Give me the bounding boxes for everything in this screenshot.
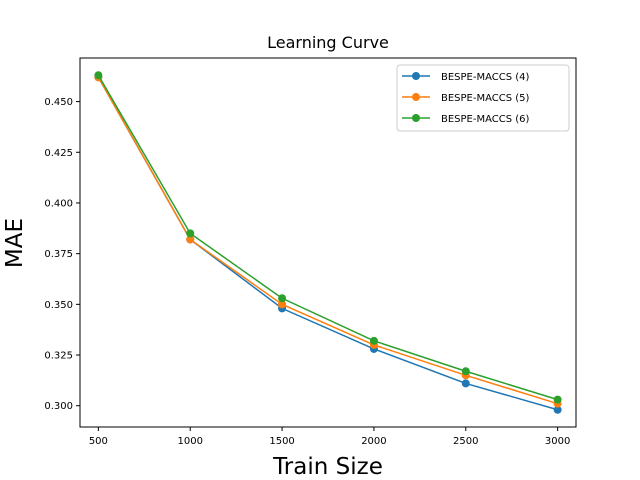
legend-marker: [412, 93, 420, 101]
legend-item: BESPE-MACCS (5): [402, 93, 530, 104]
legend: BESPE-MACCS (4) BESPE-MACCS (5) BESPE-MACC…: [396, 64, 570, 132]
y-tick-label: 0.450: [44, 97, 73, 108]
legend-frame: [396, 64, 570, 132]
y-tick-label: 0.375: [44, 249, 73, 260]
data-point: [369, 336, 378, 345]
axes-frame: [79, 57, 577, 428]
data-point: [278, 300, 287, 309]
y-tick-label: 0.325: [44, 351, 73, 362]
legend-label: BESPE-MACCS (4): [441, 72, 530, 83]
legend-item: BESPE-MACCS (4): [402, 72, 530, 83]
data-point: [186, 235, 195, 244]
x-tick-label: 3000: [545, 436, 570, 447]
legend-label: BESPE-MACCS (5): [441, 93, 530, 104]
legend-label: BESPE-MACCS (6): [441, 114, 530, 125]
data-point: [461, 379, 470, 388]
y-tick-label: 0.425: [44, 148, 73, 159]
legend-marker: [412, 114, 420, 122]
x-tick-label: 2000: [361, 436, 386, 447]
series-line: [97, 74, 558, 401]
data-point: [553, 405, 562, 414]
y-axis: 0.300 0.325 0.350 0.375 0.400 0.425 0.450: [44, 97, 80, 412]
legend-item: BESPE-MACCS (6): [402, 114, 530, 125]
x-tick-label: 1000: [177, 436, 202, 447]
y-tick-label: 0.400: [44, 198, 73, 209]
data-point: [186, 229, 195, 238]
x-axis: 500 1000 1500 2000 2500 3000: [89, 427, 570, 447]
chart-title: Learning Curve: [267, 33, 389, 52]
series-3: [94, 71, 562, 404]
data-point: [461, 367, 470, 376]
x-axis-label: Train Size: [272, 454, 383, 480]
x-tick-label: 1500: [269, 436, 294, 447]
data-point: [94, 71, 103, 80]
legend-marker: [412, 72, 420, 80]
plot-area: [94, 71, 562, 414]
x-tick-label: 2500: [453, 436, 478, 447]
series-line: [97, 76, 558, 405]
y-tick-label: 0.350: [44, 300, 73, 311]
y-tick-label: 0.300: [44, 401, 73, 412]
y-axis-label: MAE: [2, 218, 28, 268]
x-tick-label: 500: [89, 436, 108, 447]
data-point: [553, 395, 562, 404]
data-point: [278, 294, 287, 303]
